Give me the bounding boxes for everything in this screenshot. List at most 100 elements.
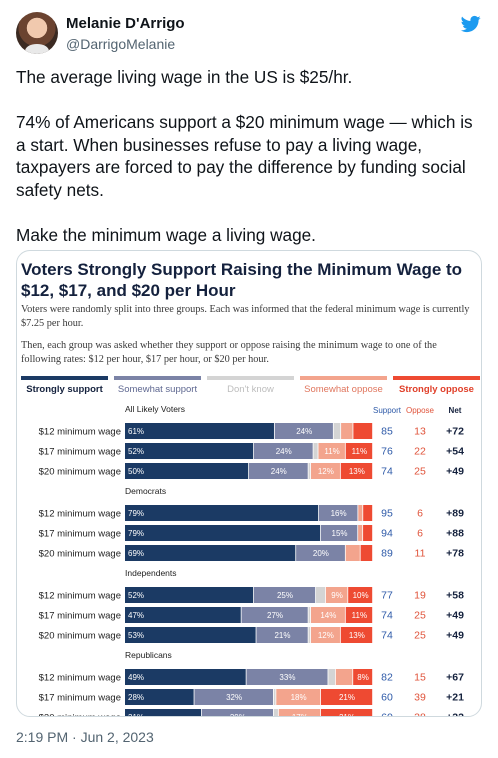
- chart-description: Voters were randomly split into three gr…: [21, 304, 470, 329]
- bar-data-label: 49%: [128, 673, 144, 682]
- row-label: $20 minimum wage: [39, 467, 121, 478]
- bar-segment: [345, 443, 373, 459]
- bar-data-label: 79%: [128, 509, 144, 518]
- support-value: 74: [381, 466, 393, 478]
- net-value: +89: [446, 508, 464, 520]
- bar-data-label: 16%: [331, 509, 347, 518]
- bar-segment: [311, 463, 340, 479]
- bar-segment: [340, 627, 373, 643]
- row-label: $12 minimum wage: [39, 673, 121, 684]
- legend-label: Somewhat support: [117, 384, 198, 395]
- row-label: $17 minimum wage: [39, 693, 121, 704]
- bar-data-label: 8%: [357, 673, 369, 682]
- oppose-value: 38: [414, 712, 426, 717]
- legend-label: Strongly support: [26, 384, 103, 395]
- bar-data-label: 20%: [313, 549, 329, 558]
- bar-data-label: 25%: [277, 591, 293, 600]
- bar-segment: [125, 505, 319, 521]
- support-value: 60: [381, 712, 393, 717]
- chart-description: Then, each group was asked whether they …: [21, 340, 437, 365]
- bar-segment: [201, 709, 273, 716]
- tweet-paragraph: Make the minimum wage a living wage.: [16, 225, 316, 246]
- bar-data-label: 24%: [296, 427, 312, 436]
- bar-segment: [274, 423, 333, 439]
- bar-segment: [353, 669, 373, 685]
- bar-data-label: 24%: [276, 447, 292, 456]
- tweet-text: The average living wage in the US is $25…: [16, 66, 482, 247]
- bar-data-label: 11%: [352, 447, 367, 456]
- support-value: 74: [381, 630, 393, 642]
- bar-data-label: 31%: [128, 713, 144, 716]
- bar-data-label: 21%: [339, 693, 355, 702]
- author-name[interactable]: Melanie D'Arrigo: [66, 15, 185, 32]
- bar-segment: [318, 505, 358, 521]
- bar-segment: [278, 709, 321, 716]
- bar-data-label: 53%: [128, 631, 144, 640]
- net-value: +49: [446, 466, 464, 478]
- bar-segment: [308, 607, 311, 623]
- chart-plot: Support Oppose Net All Likely Voters $12 min…: [39, 404, 464, 717]
- bar-data-label: 13%: [349, 467, 365, 476]
- bar-data-label: 17%: [292, 713, 308, 716]
- twitter-bird-icon[interactable]: [460, 14, 482, 34]
- support-value: 77: [381, 590, 393, 602]
- oppose-value: 13: [414, 426, 426, 438]
- bar-segment: [246, 669, 328, 685]
- row-label: $17 minimum wage: [39, 529, 121, 540]
- net-value: +21: [446, 692, 464, 704]
- bar-segment: [125, 587, 254, 603]
- bar-segment: [125, 463, 249, 479]
- bar-data-label: 29%: [230, 713, 246, 716]
- bar-segment: [341, 423, 353, 439]
- legend-label: Strongly oppose: [399, 384, 474, 395]
- bar-segment: [318, 443, 345, 459]
- bar-segment: [313, 443, 318, 459]
- bar-data-label: 9%: [331, 591, 343, 600]
- avatar[interactable]: [16, 12, 58, 54]
- row-label: $20 minimum wage: [39, 713, 121, 717]
- bar-data-label: 14%: [320, 611, 336, 620]
- support-value: 94: [381, 528, 393, 540]
- bar-segment: [363, 525, 373, 541]
- bar-segment: [256, 627, 308, 643]
- tweet-timestamp[interactable]: 2:19 PM · Jun 2, 2023: [16, 729, 154, 745]
- bar-segment: [328, 669, 335, 685]
- bar-data-label: 52%: [128, 591, 144, 600]
- bar-data-label: 21%: [274, 631, 290, 640]
- legend-item: Somewhat oppose: [300, 376, 387, 398]
- oppose-value: 15: [414, 672, 426, 684]
- support-value: 95: [381, 508, 393, 520]
- chart-title: Voters Strongly Support Raising the Mini…: [21, 260, 463, 300]
- legend-label: Somewhat oppose: [304, 384, 383, 395]
- support-value: 74: [381, 610, 393, 622]
- bar-data-label: 10%: [353, 591, 369, 600]
- net-value: +72: [446, 426, 464, 438]
- bar-data-label: 28%: [128, 693, 144, 702]
- bar-segment: [311, 627, 340, 643]
- bar-segment: [320, 525, 358, 541]
- bar-segment: [125, 669, 246, 685]
- bar-segment: [308, 463, 311, 479]
- author-handle[interactable]: @DarrigoMelanie: [66, 36, 176, 52]
- bar-segment: [273, 709, 278, 716]
- oppose-value: 6: [417, 528, 423, 540]
- bar-segment: [125, 689, 194, 705]
- support-value: 76: [381, 446, 393, 458]
- legend-swatch: [393, 376, 480, 380]
- tweet-paragraph: 74% of Americans support a $20 minimum w…: [16, 112, 473, 200]
- group-label: Democrats: [125, 486, 166, 496]
- bar-segment: [333, 423, 341, 439]
- bar-segment: [315, 587, 326, 603]
- bar-segment: [253, 443, 313, 459]
- tweet-image[interactable]: Voters Strongly Support Raising the Mini…: [16, 250, 482, 717]
- bar-segment: [125, 443, 254, 459]
- row-label: $17 minimum wage: [39, 447, 121, 458]
- column-header: Support: [373, 406, 402, 415]
- net-value: +58: [446, 590, 464, 602]
- bar-segment: [345, 545, 360, 561]
- legend-item: Strongly oppose: [393, 376, 480, 398]
- bar-data-label: 32%: [226, 693, 242, 702]
- net-value: +88: [446, 528, 464, 540]
- bar-segment: [363, 505, 373, 521]
- oppose-value: 22: [414, 446, 426, 458]
